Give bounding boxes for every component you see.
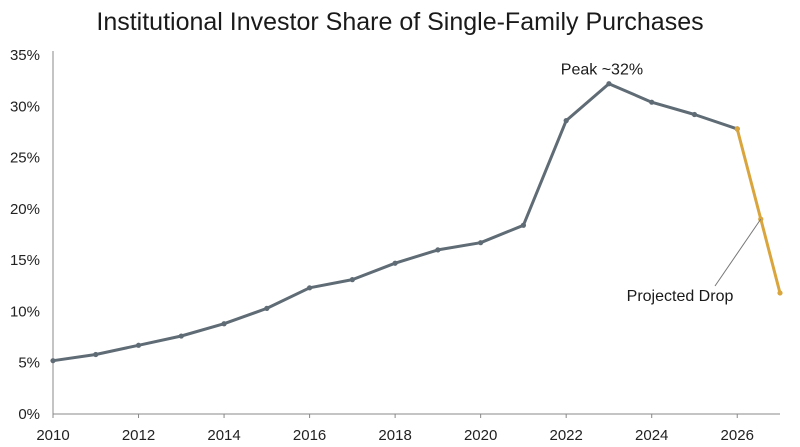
data-point — [777, 290, 783, 296]
data-point — [392, 260, 398, 266]
y-tick-label: 30% — [10, 98, 40, 115]
projected-drop-annotation: Projected Drop — [627, 288, 734, 305]
x-tick-label: 2022 — [549, 427, 582, 444]
x-tick-label: 2014 — [207, 427, 240, 444]
projected-drop-leader-line — [714, 218, 762, 287]
series-line-1 — [735, 127, 782, 295]
data-point — [606, 81, 612, 87]
annotation-layer: Peak ~32% Projected Drop — [561, 62, 762, 305]
data-point — [135, 342, 142, 348]
data-point — [478, 240, 484, 246]
data-point — [50, 358, 56, 364]
x-tick-label: 2016 — [293, 427, 326, 444]
data-point — [691, 111, 698, 118]
data-point — [221, 321, 227, 327]
data-point — [435, 247, 441, 253]
y-tick-label: 10% — [10, 303, 40, 320]
y-tick-label: 20% — [10, 201, 40, 218]
y-tick-label: 0% — [18, 406, 40, 423]
data-point — [734, 126, 740, 132]
data-point — [264, 305, 270, 311]
data-point — [520, 222, 527, 228]
x-tick-label: 2024 — [635, 427, 668, 444]
data-point — [563, 118, 569, 124]
series-line-0 — [51, 82, 739, 363]
x-tick-label: 2010 — [36, 427, 69, 444]
y-tick-label: 35% — [10, 47, 40, 64]
y-tick-label: 5% — [18, 355, 40, 372]
data-point — [306, 285, 313, 291]
x-tick-label: 2012 — [122, 427, 155, 444]
data-point — [649, 99, 655, 105]
chart-title: Institutional Investor Share of Single-F… — [96, 8, 704, 36]
data-point — [349, 277, 355, 283]
x-tick-labels: 2010 2012 2014 2016 2018 2020 2022 2024 2026 — [36, 414, 754, 444]
x-tick-label: 2020 — [464, 427, 497, 444]
y-tick-label: 25% — [10, 150, 40, 167]
x-tick-label: 2026 — [721, 427, 754, 444]
y-tick-labels: 0% 5% 10% 15% 20% 25% 30% 35% — [10, 47, 40, 423]
peak-annotation: Peak ~32% — [561, 62, 643, 79]
series-layer — [50, 81, 783, 364]
x-tick-label: 2018 — [378, 427, 411, 444]
y-tick-label: 15% — [10, 252, 40, 269]
data-point — [178, 333, 184, 339]
data-point — [93, 351, 99, 358]
